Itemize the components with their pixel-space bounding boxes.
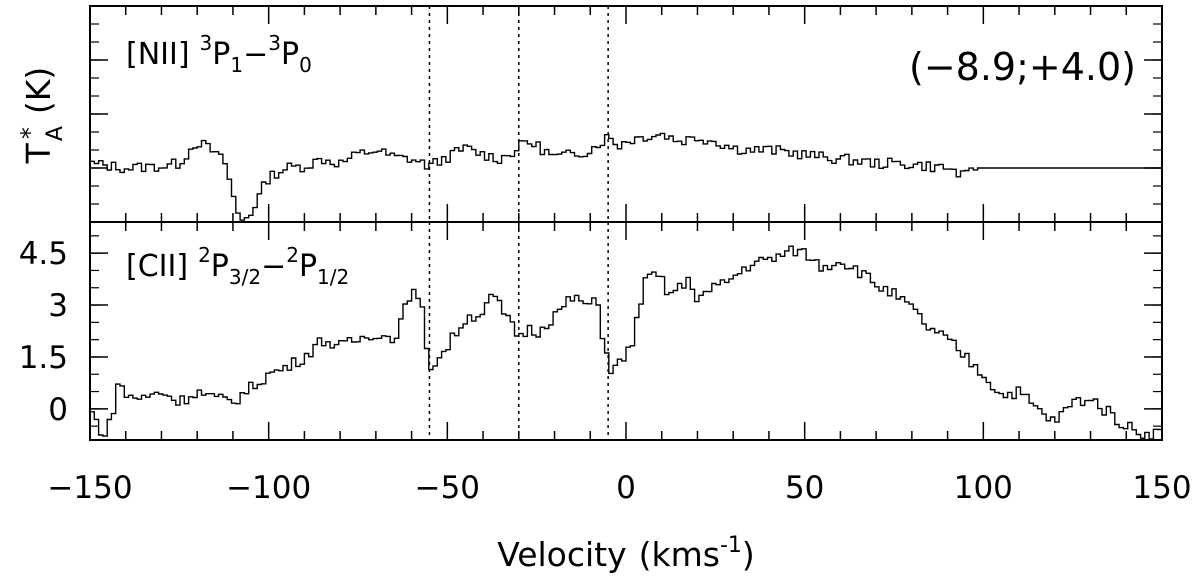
x-tick-label: 150 xyxy=(1132,470,1191,506)
y-tick-label: 0 xyxy=(48,392,68,428)
velocity-reference-lines xyxy=(428,6,609,440)
cii-spectrum-line xyxy=(90,245,1162,440)
x-axis-title: Velocity (kms-1) xyxy=(497,533,755,574)
nii-line-label: [NII] 3P1−3P0 xyxy=(126,31,312,77)
y-axis-title: T*A(K) xyxy=(16,67,68,165)
cii-line-label: [CII] 2P3/2−2P1/2 xyxy=(126,243,349,289)
y-tick-label: 3 xyxy=(48,288,68,324)
y-axis-ticks xyxy=(90,5,1162,427)
x-tick-label: 100 xyxy=(954,470,1013,506)
y-tick-label: 4.5 xyxy=(19,236,68,272)
y-tick-label: 1.5 xyxy=(19,340,68,376)
x-axis-ticks xyxy=(89,6,1163,440)
spectra xyxy=(90,132,1162,440)
x-tick-label: 0 xyxy=(616,470,636,506)
cii-panel-frame xyxy=(89,221,1163,441)
x-tick-labels: −150 −100 −50 0 50 100 150 xyxy=(47,470,1191,506)
y-tick-labels: 0 1.5 3 4.5 xyxy=(19,236,68,428)
nii-spectrum-line xyxy=(90,132,1162,221)
position-label: (−8.9;+4.0) xyxy=(909,45,1136,89)
x-tick-label: 50 xyxy=(785,470,824,506)
x-tick-label: −150 xyxy=(47,470,132,506)
x-tick-label: −100 xyxy=(226,470,311,506)
x-tick-label: −50 xyxy=(415,470,480,506)
